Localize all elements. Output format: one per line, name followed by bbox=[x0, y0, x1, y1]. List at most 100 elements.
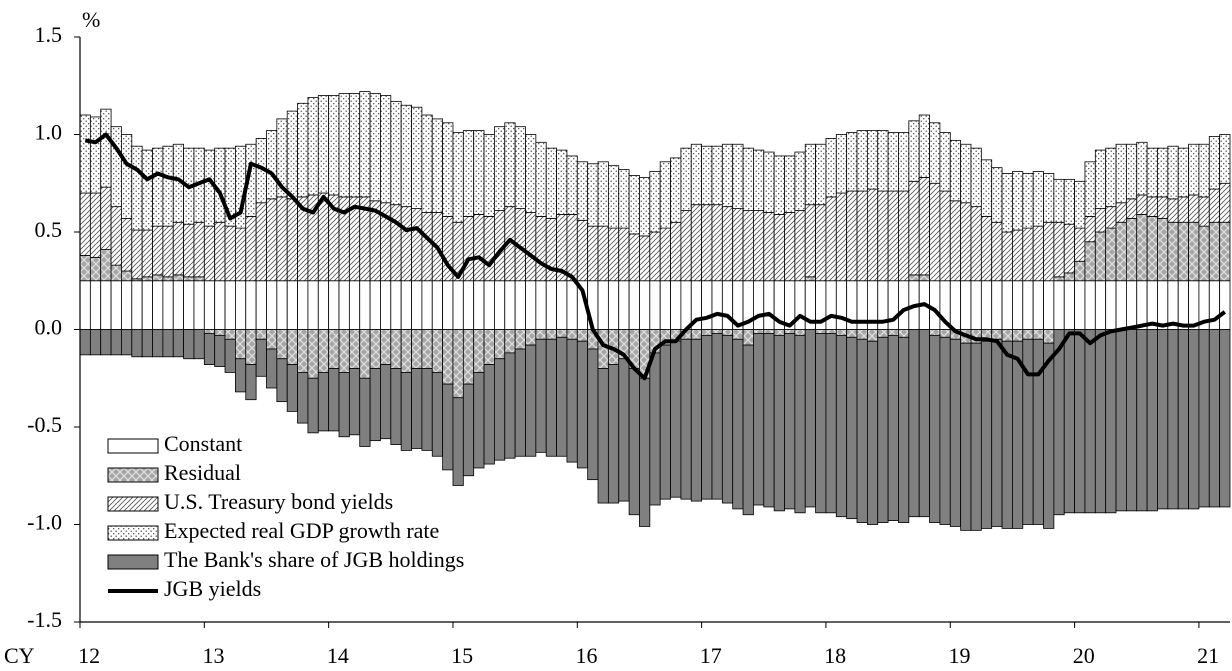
bar-segment bbox=[1125, 143, 1138, 200]
bar-segment bbox=[877, 190, 889, 282]
bar-segment bbox=[421, 280, 433, 330]
bar-segment bbox=[224, 338, 236, 373]
bar-segment bbox=[659, 344, 671, 500]
bar-segment bbox=[690, 329, 703, 340]
bar-segment bbox=[183, 276, 195, 282]
legend-swatch bbox=[107, 467, 159, 483]
bar-segment bbox=[224, 280, 236, 330]
bar-segment bbox=[245, 364, 257, 401]
bar-segment bbox=[1146, 147, 1158, 198]
bar-segment bbox=[152, 329, 164, 358]
bar-segment bbox=[576, 329, 589, 342]
x-tick-label: 20 bbox=[1073, 643, 1095, 668]
bar-segment bbox=[825, 137, 837, 198]
bar-segment bbox=[1063, 178, 1075, 225]
x-tick-label: 13 bbox=[203, 643, 225, 668]
bar-segment bbox=[369, 280, 381, 330]
bar-segment bbox=[1032, 171, 1044, 227]
bar-segment bbox=[846, 132, 858, 192]
bar-segment bbox=[1115, 280, 1127, 330]
bar-segment bbox=[1136, 280, 1148, 330]
bar-segment bbox=[898, 132, 910, 192]
bar-segment bbox=[970, 147, 982, 208]
bar-segment bbox=[348, 329, 361, 369]
bar-segment bbox=[494, 280, 506, 330]
bar-segment bbox=[172, 329, 185, 358]
bar-segment bbox=[266, 130, 278, 200]
bar-segment bbox=[825, 329, 837, 334]
bar-segment bbox=[742, 147, 754, 211]
bar-segment bbox=[835, 192, 848, 282]
bar-segment bbox=[866, 130, 879, 190]
bar-segment bbox=[162, 329, 174, 358]
bar-segment bbox=[1219, 221, 1231, 282]
bar-segment bbox=[649, 231, 661, 282]
bar-segment bbox=[483, 329, 495, 365]
bar-segment bbox=[514, 126, 526, 209]
bar-segment bbox=[794, 334, 806, 514]
bar-segment bbox=[483, 215, 495, 282]
bar-segment bbox=[1043, 280, 1055, 330]
bar-segment bbox=[110, 206, 122, 266]
bar-segment bbox=[1157, 217, 1169, 282]
bar-segment bbox=[411, 368, 423, 449]
bar-segment bbox=[763, 332, 775, 508]
bar-segment bbox=[141, 280, 153, 330]
bar-segment bbox=[431, 329, 444, 373]
bar-segment bbox=[887, 132, 899, 192]
legend-label: Expected real GDP growth rate bbox=[164, 518, 439, 543]
bar-segment bbox=[255, 338, 267, 377]
bar-segment bbox=[1022, 280, 1034, 330]
bar-segment bbox=[100, 249, 112, 282]
bar-segment bbox=[514, 348, 526, 457]
bar-segment bbox=[804, 329, 816, 508]
bar-segment bbox=[100, 108, 112, 188]
bar-segment bbox=[597, 368, 609, 504]
bar-segment bbox=[1115, 329, 1127, 512]
bar-segment bbox=[784, 329, 796, 334]
bar-segment bbox=[1022, 173, 1034, 229]
bar-segment bbox=[929, 329, 941, 336]
bar-segment bbox=[462, 383, 475, 477]
x-tick-label: 16 bbox=[575, 643, 597, 668]
bar-segment bbox=[1084, 161, 1096, 217]
bar-segment bbox=[815, 329, 827, 334]
bar-segment bbox=[286, 198, 298, 282]
bar-segment bbox=[121, 280, 133, 330]
bar-segment bbox=[659, 280, 671, 330]
bar-segment bbox=[1053, 178, 1065, 223]
bar-segment bbox=[380, 329, 392, 365]
bar-segment bbox=[203, 149, 216, 227]
bar-segment bbox=[400, 329, 412, 373]
bar-segment bbox=[1084, 329, 1096, 514]
bar-segment bbox=[141, 329, 153, 358]
bar-segment bbox=[1125, 329, 1138, 512]
bar-segment bbox=[763, 280, 775, 330]
bar-segment bbox=[628, 175, 640, 235]
bar-segment bbox=[877, 329, 889, 338]
bar-segment bbox=[411, 106, 423, 209]
bar-segment bbox=[121, 134, 133, 219]
bar-segment bbox=[121, 270, 133, 282]
bar-segment bbox=[794, 210, 806, 282]
bar-segment bbox=[1177, 280, 1189, 330]
x-tick-label: 14 bbox=[327, 643, 349, 668]
bar-segment bbox=[804, 143, 816, 206]
bar-segment bbox=[1188, 194, 1200, 223]
bar-segment bbox=[400, 371, 412, 451]
bar-segment bbox=[307, 329, 319, 379]
bar-segment bbox=[1063, 223, 1075, 274]
bar-segment bbox=[494, 358, 506, 461]
bar-segment bbox=[473, 280, 485, 330]
bar-segment bbox=[1208, 329, 1221, 508]
bar-segment bbox=[1074, 227, 1086, 262]
bar-segment bbox=[649, 280, 661, 330]
bar-segment bbox=[328, 368, 340, 432]
bar-segment bbox=[266, 280, 278, 330]
bar-segment bbox=[525, 280, 537, 330]
bar-segment bbox=[815, 332, 827, 514]
bar-segment bbox=[856, 190, 868, 282]
bar-segment bbox=[110, 280, 122, 330]
bar-segment bbox=[918, 176, 930, 276]
bar-segment bbox=[721, 206, 734, 282]
